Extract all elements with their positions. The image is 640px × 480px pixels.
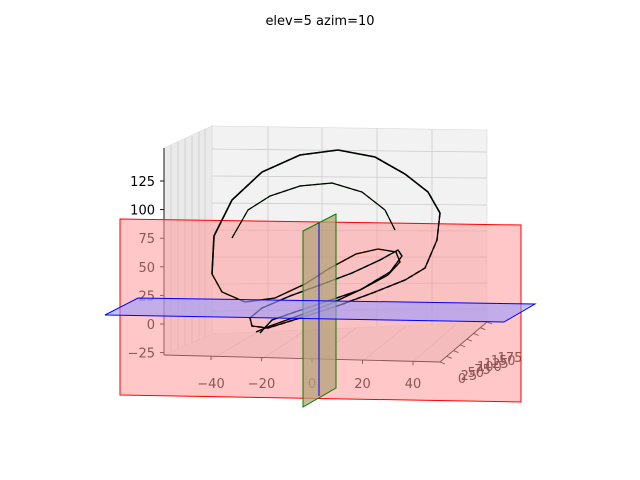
series-black-inner-arc bbox=[231, 182, 396, 239]
grid-line bbox=[211, 148, 488, 153]
chart-title: elev=5 azim=10 bbox=[265, 14, 374, 29]
curves bbox=[211, 149, 441, 334]
blue-xy-plane bbox=[104, 297, 537, 323]
z-tick-label: 100 bbox=[130, 204, 155, 219]
z-tick-label: 125 bbox=[130, 175, 155, 190]
series-black-tail bbox=[249, 212, 441, 334]
series-black-top bbox=[211, 149, 441, 275]
planes-front bbox=[104, 213, 537, 408]
